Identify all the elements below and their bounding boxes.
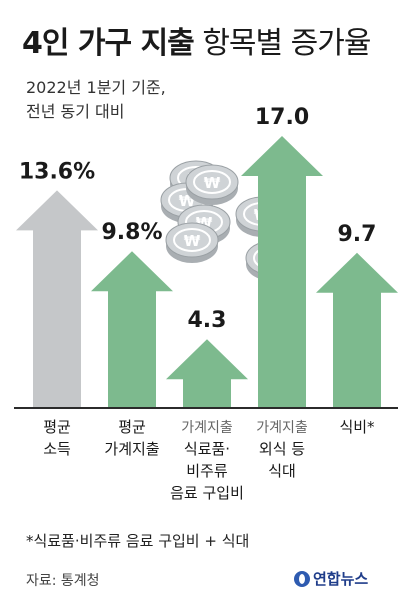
value-label-4: 17.0 (255, 105, 309, 130)
value-label-5: 9.7 (338, 222, 377, 247)
chart-title: 4인 가구 지출 항목별 증가율 (22, 18, 371, 62)
category-prefix-3: 가계지출 (181, 420, 233, 436)
title-light: 항목별 증가율 (202, 26, 371, 61)
category-label-1-line-1: 평균 (43, 418, 71, 436)
category-label-1-line-2: 소득 (43, 440, 71, 458)
value-label-1: 13.6% (19, 159, 95, 184)
category-label-3-line-3: 음료 구입비 (170, 484, 244, 502)
coin-icon: ₩ (165, 222, 219, 263)
bar-arrow-3 (166, 339, 248, 408)
category-prefix-4: 가계지출 (256, 420, 308, 436)
bar-arrow-1 (16, 190, 98, 408)
logo-mark-icon (294, 570, 310, 587)
category-label-4-line-1: 외식 등 (259, 440, 305, 458)
bar-arrow-5 (316, 252, 398, 408)
value-label-2: 9.8% (101, 220, 162, 245)
won-symbol-icon: ₩ (184, 232, 201, 250)
category-label-3-line-1: 식료품· (184, 440, 230, 458)
category-label-3-line-2: 비주류 (186, 462, 228, 480)
category-label-5-line-1: 식비* (339, 418, 375, 436)
subtitle-line-2: 전년 동기 대비 (26, 102, 125, 121)
source-text: 자료: 통계청 (26, 573, 100, 589)
bar-arrow-4 (241, 136, 323, 408)
publisher-logo: 연합뉴스 (294, 568, 368, 589)
category-label-2-line-2: 가계지출 (104, 440, 159, 458)
logo-text: 연합뉴스 (313, 570, 369, 588)
won-symbol-icon: ₩ (204, 174, 221, 192)
footnote: *식료품·비주류 음료 구입비 + 식대 (26, 532, 250, 550)
subtitle-line-1: 2022년 1분기 기준, (26, 78, 166, 97)
category-label-4-line-2: 식대 (268, 462, 296, 480)
coin-rim (193, 170, 231, 194)
chart-subtitle: 2022년 1분기 기준, 전년 동기 대비 (26, 76, 166, 124)
title-bold: 4인 가구 지출 (22, 26, 195, 61)
category-label-2-line-1: 평균 (118, 418, 146, 436)
coin-rim (173, 228, 211, 252)
bar-arrow-2 (91, 251, 173, 408)
coin-icon: ₩ (185, 164, 239, 205)
value-label-3: 4.3 (188, 308, 227, 333)
